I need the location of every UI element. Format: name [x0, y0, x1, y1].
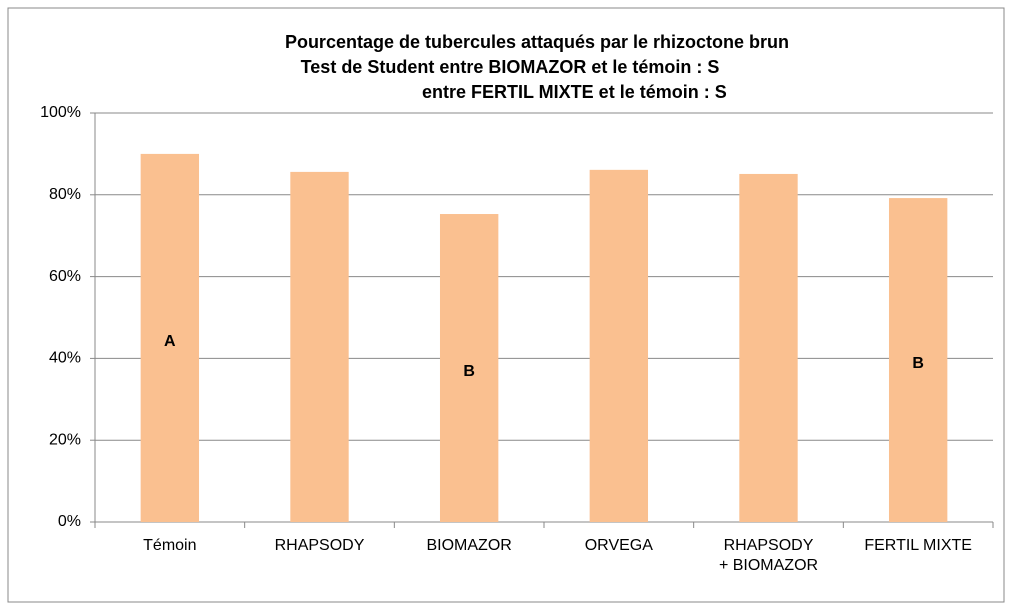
y-tick-label: 40%: [49, 350, 81, 367]
bar: [140, 153, 200, 522]
y-tick-label: 20%: [49, 431, 81, 448]
y-tick-label: 0%: [58, 513, 81, 530]
x-tick-label: BIOMAZOR: [426, 537, 512, 554]
x-tick-label: RHAPSODY: [274, 537, 365, 554]
bar: [739, 173, 798, 523]
x-tick-label: ORVEGA: [584, 537, 653, 554]
bar-label: A: [164, 333, 176, 350]
bar-label: B: [463, 363, 475, 380]
chart-subtitle: entre FERTIL MIXTE et le témoin : S: [422, 82, 727, 102]
y-tick-label: 100%: [40, 104, 81, 121]
bar: [589, 169, 649, 522]
bar: [439, 214, 499, 522]
y-tick-label: 60%: [49, 268, 81, 285]
x-tick-label: FERTIL MIXTE: [864, 537, 972, 554]
x-tick-label: RHAPSODY + BIOMAZOR: [718, 537, 819, 574]
x-tick-label: Témoin: [143, 537, 197, 554]
y-tick-label: 80%: [49, 186, 81, 203]
bar-label: B: [912, 355, 924, 372]
bar: [888, 198, 948, 522]
chart-subtitle: Test de Student entre BIOMAZOR et le tém…: [301, 57, 720, 77]
bar: [290, 171, 349, 522]
chart-title: Pourcentage de tubercules attaqués par l…: [285, 32, 789, 52]
